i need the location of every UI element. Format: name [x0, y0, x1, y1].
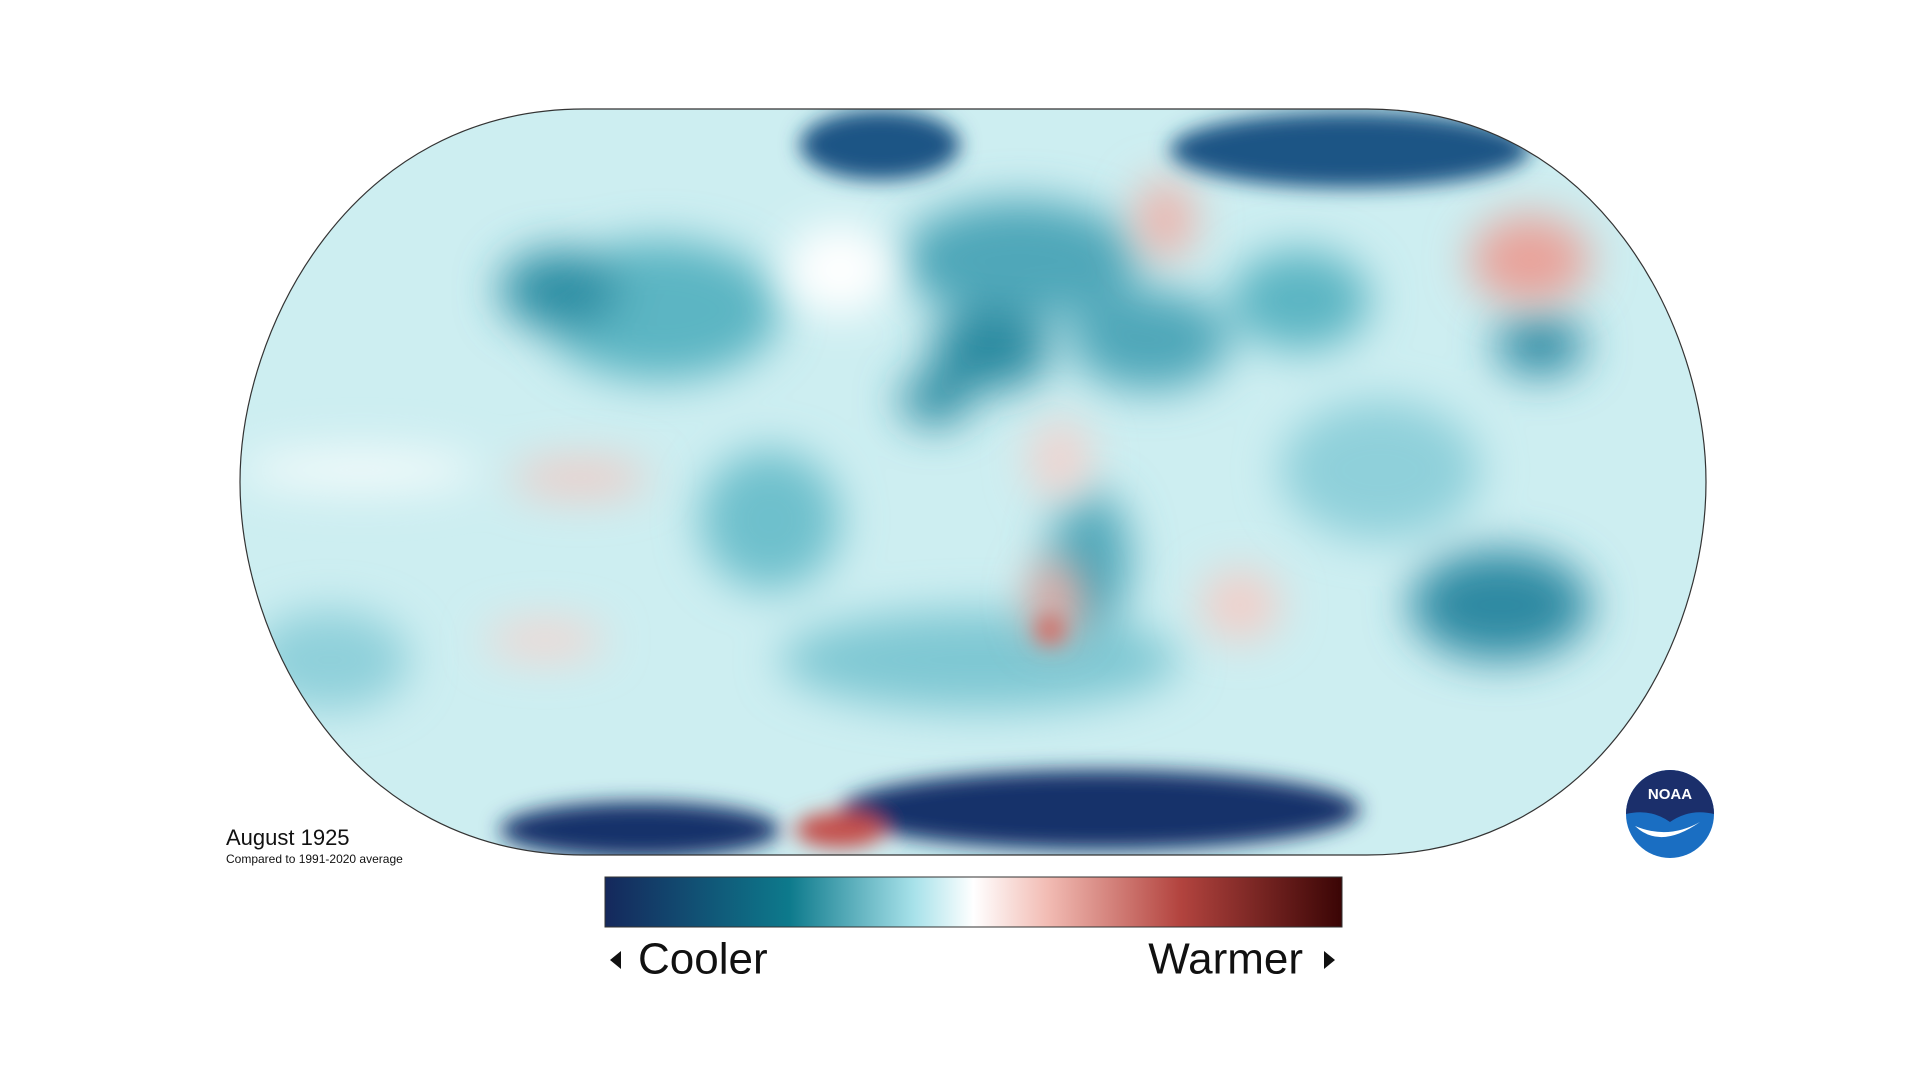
warmer-label: Warmer [1148, 935, 1303, 984]
warmer-arrow [1324, 951, 1335, 969]
logo-text: NOAA [1648, 786, 1692, 803]
cooler-arrow [610, 951, 621, 969]
map-title: August 1925 [226, 825, 350, 850]
anomaly-map [240, 109, 1706, 855]
noaa-logo: NOAA [1626, 770, 1714, 858]
map-outline [239, 108, 1707, 856]
color-scale [604, 876, 1343, 928]
map-subtitle: Compared to 1991-2020 average [226, 852, 403, 866]
cooler-label: Cooler [638, 935, 768, 984]
